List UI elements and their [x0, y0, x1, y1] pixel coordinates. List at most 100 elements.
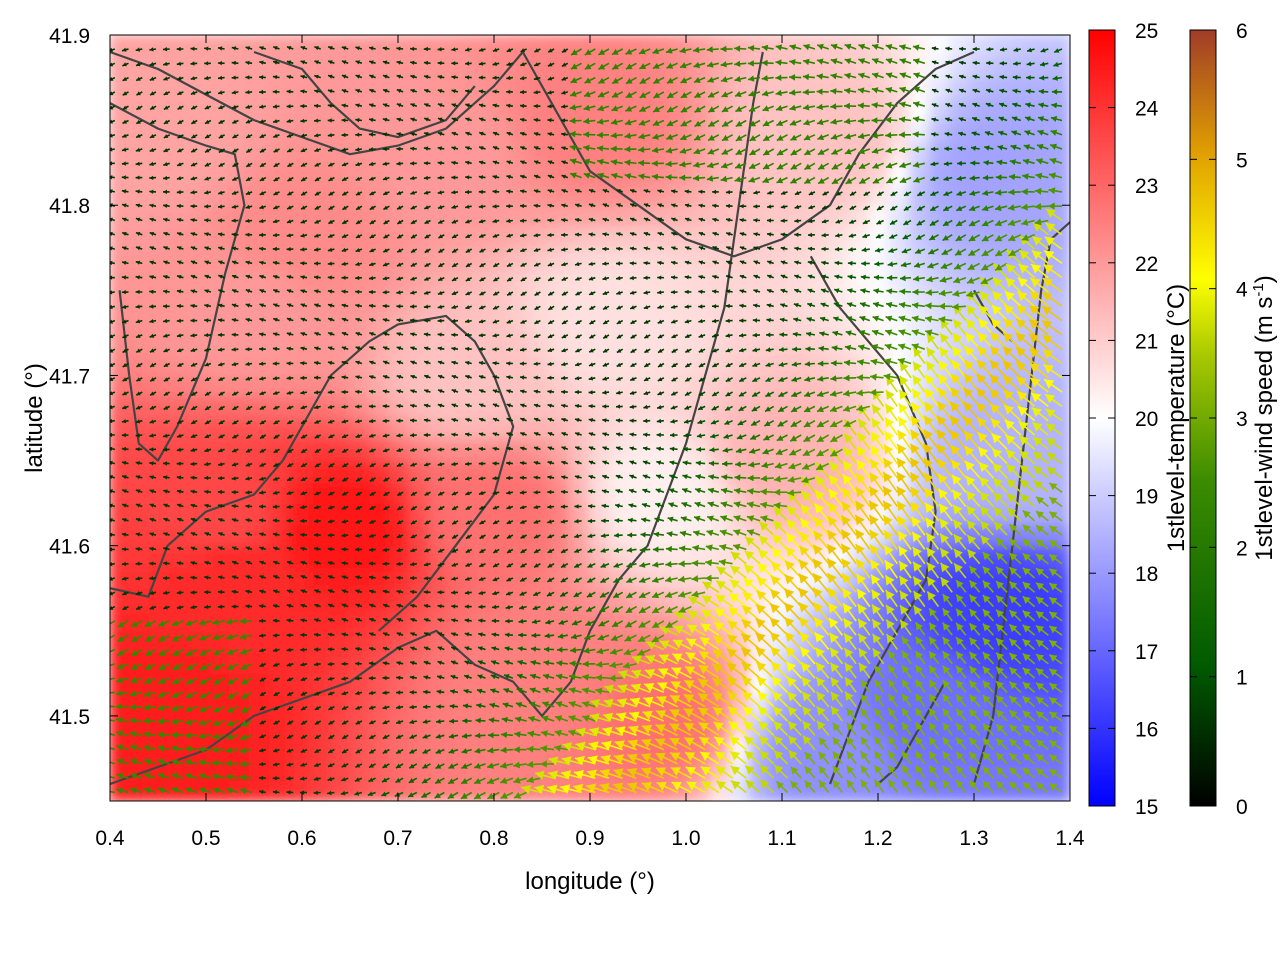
heat-cell: [409, 97, 431, 122]
heat-cell: [869, 289, 891, 313]
heat-cell: [469, 182, 491, 207]
heat-cell: [249, 565, 271, 590]
heat-cell: [889, 268, 911, 292]
heat-cell: [369, 182, 391, 207]
heat-cell: [549, 225, 571, 249]
heat-cell: [189, 395, 211, 419]
heat-cell: [229, 672, 251, 696]
heat-cell: [449, 480, 471, 505]
heat-cell: [749, 182, 771, 207]
heat-cell: [569, 182, 591, 207]
heat-cell: [509, 182, 531, 207]
heat-cell: [129, 480, 151, 505]
heat-cell: [589, 119, 611, 143]
heat-cell: [949, 140, 971, 164]
heat-cell: [629, 225, 651, 249]
heat-cell: [609, 289, 631, 313]
heat-cell: [429, 757, 451, 781]
heat-cell: [569, 417, 591, 441]
heat-cell: [389, 587, 411, 611]
heat-cell: [110, 395, 131, 419]
heat-cell: [529, 119, 551, 143]
heat-cell: [409, 76, 431, 100]
heat-cell: [369, 438, 391, 462]
heat-cell: [209, 608, 231, 632]
heat-cell: [129, 374, 151, 398]
heat-cell: [209, 35, 231, 58]
heat-cell: [429, 35, 451, 58]
heat-cell: [709, 523, 731, 547]
heat-cell: [329, 182, 351, 207]
heat-cell: [509, 161, 531, 185]
heat-cell: [649, 459, 671, 483]
heat-cell: [529, 395, 551, 419]
heat-cell: [589, 353, 611, 377]
heat-cell: [709, 395, 731, 419]
heat-cell: [449, 35, 471, 58]
heat-cell: [649, 35, 671, 58]
heat-cell: [209, 204, 231, 228]
heat-cell: [429, 246, 451, 271]
heat-cell: [549, 97, 571, 122]
heat-cell: [129, 459, 151, 483]
heat-cell: [110, 204, 131, 228]
heat-cell: [189, 714, 211, 739]
heat-cell: [289, 76, 311, 100]
heat-cell: [229, 310, 251, 334]
heat-cell: [189, 268, 211, 292]
heat-cell: [869, 331, 891, 356]
heat-cell: [709, 182, 731, 207]
heat-cell: [749, 289, 771, 313]
heat-cell: [689, 417, 711, 441]
heat-cell: [249, 55, 271, 79]
heat-cell: [509, 76, 531, 100]
heat-cell: [209, 395, 231, 419]
heat-cell: [209, 693, 231, 717]
heat-cell: [369, 353, 391, 377]
heat-cell: [949, 161, 971, 185]
heat-cell: [110, 629, 131, 654]
heat-cell: [429, 502, 451, 526]
heat-cell: [110, 651, 131, 675]
heat-cell: [349, 35, 371, 58]
heat-cell: [309, 459, 331, 483]
heat-cell: [489, 736, 511, 760]
heat-cell: [629, 310, 651, 334]
heat-cell: [269, 97, 291, 122]
heat-cell: [289, 140, 311, 164]
heat-cell: [649, 140, 671, 164]
heat-cell: [209, 119, 231, 143]
heat-cell: [369, 693, 391, 717]
heat-cell: [289, 204, 311, 228]
heat-cell: [429, 544, 451, 568]
heat-cell: [449, 395, 471, 419]
heat-cell: [309, 182, 331, 207]
heat-cell: [209, 778, 231, 801]
heat-cell: [529, 353, 551, 377]
heat-cell: [669, 544, 691, 568]
heat-cell: [329, 225, 351, 249]
heat-cell: [409, 35, 431, 58]
heat-cell: [369, 97, 391, 122]
heat-cell: [489, 182, 511, 207]
heat-cell: [249, 289, 271, 313]
heat-cell: [1009, 55, 1031, 79]
heat-cell: [569, 438, 591, 462]
heat-cell: [689, 374, 711, 398]
heat-cell: [149, 204, 171, 228]
heat-cell: [609, 438, 631, 462]
heat-cell: [549, 182, 571, 207]
heat-cell: [349, 289, 371, 313]
heat-cell: [169, 778, 191, 801]
wind-arrow-shaft: [110, 705, 115, 708]
heat-cell: [289, 736, 311, 760]
heat-cell: [689, 629, 711, 654]
heat-cell: [609, 374, 631, 398]
heat-cell: [969, 55, 991, 79]
heat-cell: [229, 182, 251, 207]
heat-cell: [369, 757, 391, 781]
heat-cell: [929, 119, 951, 143]
heat-cell: [229, 565, 251, 590]
heat-cell: [889, 289, 911, 313]
heat-cell: [369, 35, 391, 58]
